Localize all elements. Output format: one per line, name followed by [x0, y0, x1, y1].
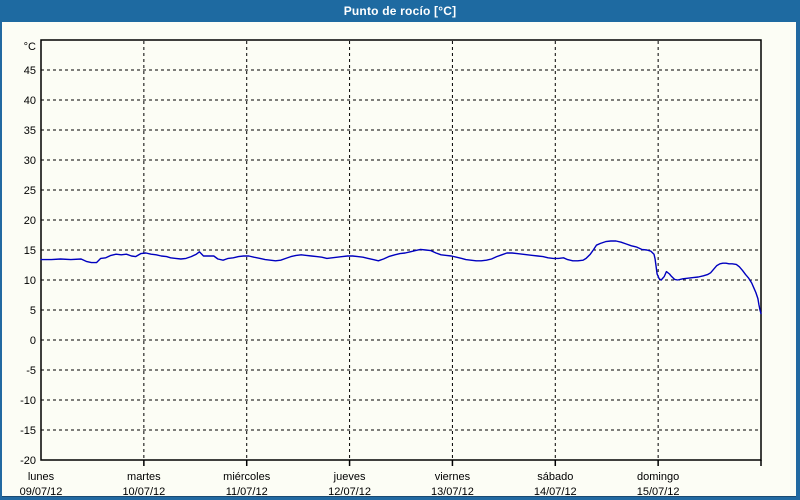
- plot-border: [40, 39, 762, 461]
- day-date-label: 11/07/12: [226, 486, 268, 496]
- y-tick-label: -20: [20, 455, 36, 467]
- day-date-label: 12/07/12: [328, 486, 371, 496]
- day-date-label: 09/07/12: [20, 486, 63, 496]
- day-name-label: domingo: [637, 471, 679, 483]
- day-date-label: 14/07/12: [534, 486, 577, 496]
- y-axis-unit-label: °C: [24, 41, 36, 53]
- day-name-label: miércoles: [223, 471, 271, 483]
- dew-point-series-line: [40, 240, 762, 315]
- y-tick-label: 40: [24, 95, 36, 107]
- day-date-label: 10/07/12: [122, 486, 165, 496]
- y-tick-label: 30: [24, 155, 36, 167]
- chart-title: Punto de rocío [°C]: [343, 4, 457, 18]
- chart-area: 45 40 35 30 25 20 15 10 5 0 -5 -10 -15 -20 °C lunes 09/0…: [2, 22, 796, 497]
- y-tick-label: 10: [24, 275, 36, 287]
- y-tick-label: 15: [24, 245, 36, 257]
- y-tick-label: 5: [30, 305, 36, 317]
- y-tick-label: 35: [24, 125, 36, 137]
- day-date-label: 13/07/12: [431, 486, 474, 496]
- x-grid-and-ticks: [143, 41, 762, 466]
- y-tick-label: -10: [20, 395, 36, 407]
- y-tick-label: 45: [24, 65, 36, 77]
- y-tick-label: 20: [24, 215, 36, 227]
- day-name-label: jueves: [333, 471, 366, 483]
- x-axis-labels: lunes 09/07/12 martes 10/07/12 miércoles 11/0…: [20, 471, 680, 496]
- y-tick-label: -15: [20, 425, 36, 437]
- day-date-label: 15/07/12: [637, 486, 680, 496]
- y-tick-label: 0: [30, 335, 36, 347]
- window-titlebar: Punto de rocío [°C]: [0, 0, 800, 22]
- y-grid-and-labels: 45 40 35 30 25 20 15 10 5 0 -5 -10 -15 -20 °C: [20, 41, 761, 467]
- day-name-label: lunes: [28, 471, 55, 483]
- dew-point-chart: 45 40 35 30 25 20 15 10 5 0 -5 -10 -15 -20 °C lunes 09/0…: [20, 39, 762, 496]
- y-tick-label: -5: [26, 365, 36, 377]
- y-tick-label: 25: [24, 185, 36, 197]
- day-name-label: viernes: [435, 471, 471, 483]
- day-name-label: martes: [127, 471, 161, 483]
- day-name-label: sábado: [537, 471, 573, 483]
